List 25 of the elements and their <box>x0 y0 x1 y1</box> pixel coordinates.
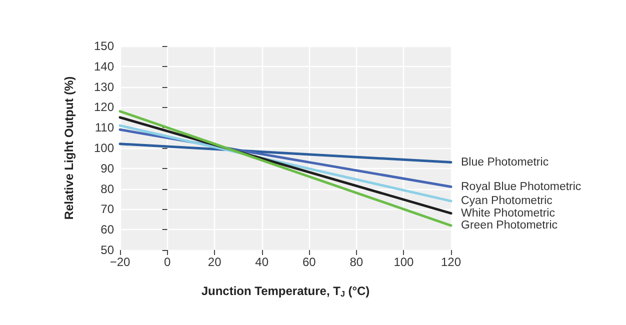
y-tick-label: 60 <box>100 222 114 237</box>
x-tick-label: 120 <box>440 255 462 269</box>
y-tick-label: 100 <box>94 141 114 155</box>
x-tick-label: 100 <box>394 255 414 269</box>
x-tick-label: 60 <box>302 255 316 269</box>
x-tick-label: 0 <box>164 255 171 269</box>
y-tick-label: 90 <box>100 161 114 176</box>
x-tick-label: 40 <box>255 255 269 269</box>
series-label: Cyan Photometric <box>461 195 553 208</box>
series-label: White Photometric <box>461 207 556 220</box>
y-tick-label: 140 <box>94 59 114 74</box>
x-tick-label: 80 <box>350 255 364 269</box>
y-tick-label: 70 <box>100 202 114 216</box>
series-label: Blue Photometric <box>461 156 549 168</box>
series-label: Royal Blue Photometric <box>461 180 582 193</box>
series-label: Green Photometric <box>461 220 558 232</box>
y-axis-title: Relative Light Output (%) <box>62 76 76 220</box>
y-tick-label: 120 <box>94 100 114 114</box>
x-tick-label: −20 <box>110 255 130 269</box>
y-tick-label: 50 <box>100 243 114 257</box>
y-tick-label: 80 <box>100 182 114 196</box>
x-tick-label: 20 <box>208 255 222 269</box>
y-tick-label: 130 <box>94 80 114 94</box>
y-tick-label: 150 <box>94 39 114 53</box>
y-tick-label: 110 <box>94 120 114 135</box>
